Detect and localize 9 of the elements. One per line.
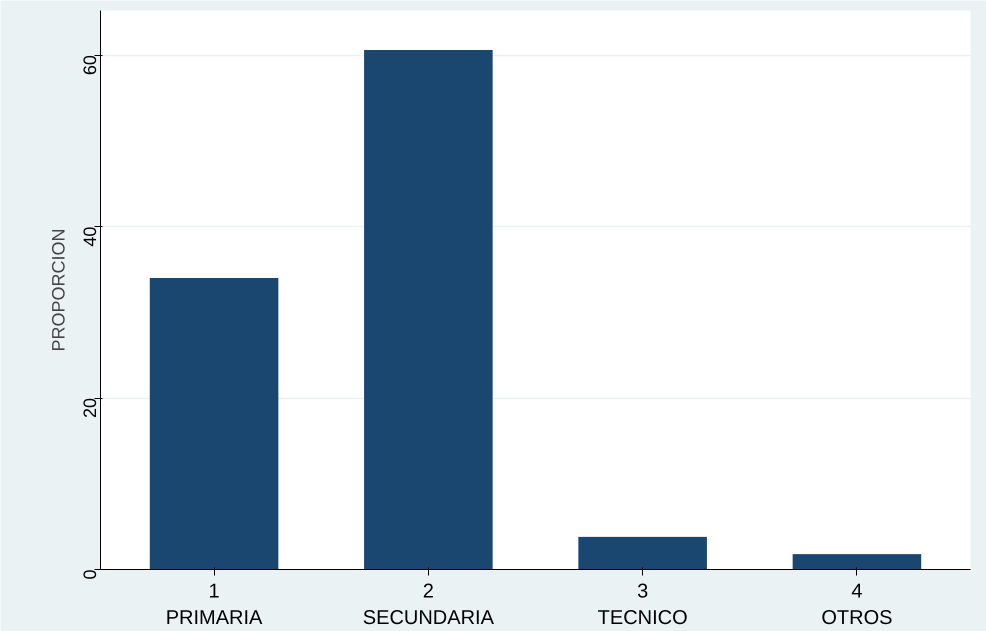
x-tick-label: 3 TECNICO — [598, 580, 688, 629]
y-tick-label: 60 — [80, 55, 100, 76]
y-tick-label: 40 — [80, 226, 100, 247]
x-tick-label: 2 SECUNDARIA — [362, 580, 495, 629]
y-axis-title: PROPORCION — [48, 228, 68, 352]
x-tick-label: 1 PRIMARIA — [166, 580, 264, 629]
y-tick-label: 20 — [80, 398, 100, 418]
x-tick-label: 4 OTROS — [821, 580, 892, 629]
y-tick-label: 0 — [80, 569, 100, 580]
